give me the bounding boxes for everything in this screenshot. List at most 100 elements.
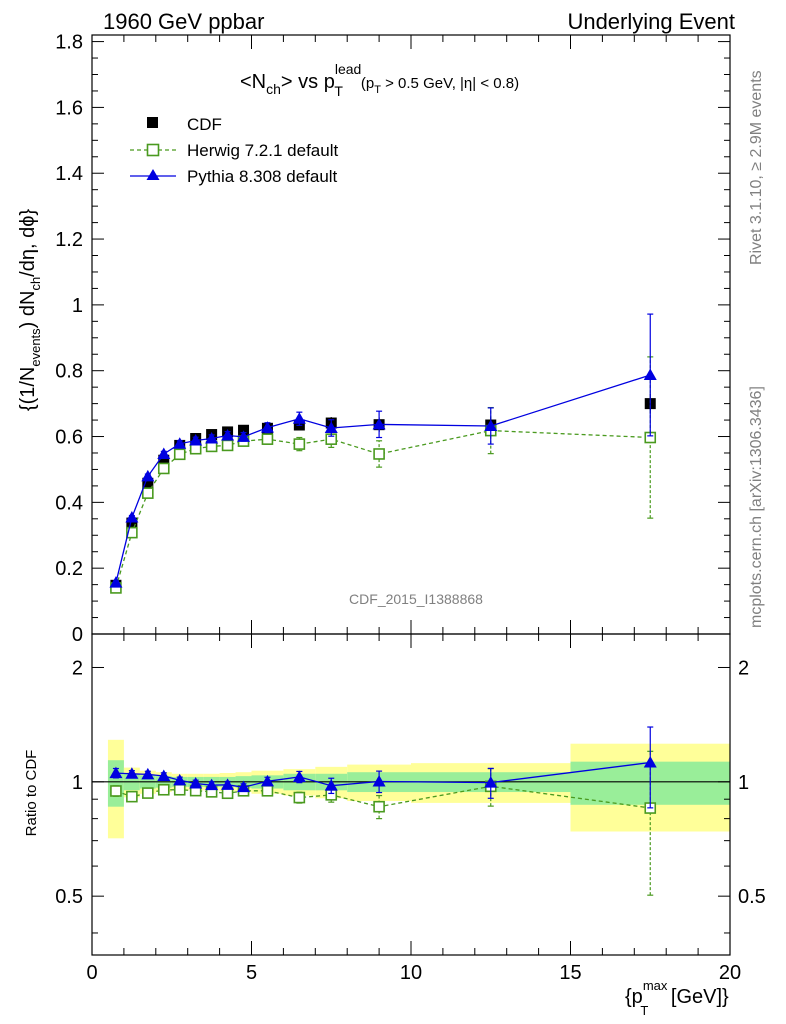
pythia-point [221,429,235,441]
legend-cdf-label: CDF [187,115,222,134]
legend: CDF Herwig 7.2.1 default Pythia 8.308 de… [130,115,338,186]
pythia-point [173,437,187,449]
pythia-ratio-point [484,776,498,788]
title-part-vs: > vs p [281,71,335,93]
header-left: 1960 GeV ppbar [103,9,264,34]
legend-herwig-label: Herwig 7.2.1 default [187,141,338,160]
cdf-point [238,424,250,436]
main-y-tick-label: 0.2 [55,558,83,580]
ratio-y-ticks: 0.5 0.5 1 1 2 2 [55,657,766,934]
title-cut-rest: > 0.5 GeV, |η| < 0.8) [381,75,519,92]
herwig-ratio-point [110,785,122,797]
mcplots-source-label: mcplots.cern.ch [arXiv:1306.3436] [748,386,765,628]
pythia-point [109,576,123,588]
herwig-ratio-point [173,783,186,796]
y-label-sub-ch: ch [28,277,43,291]
y-label-part-b: ) dN [17,291,39,329]
x-label-part-a: {p [625,986,643,1008]
plot-title: <Nch> vs plead T (pT > 0.5 GeV, |η| < 0.8) [240,61,519,99]
main-y-tick-label: 0.8 [55,361,83,383]
ratio-data-layer [92,726,730,896]
pythia-ratio-point [173,773,187,786]
x-tick-label: 5 [246,962,257,984]
y-axis-label: {(1/Nevents) dNch/dη, dϕ} [17,209,43,412]
ratio-y-tick-label-left: 1 [72,772,83,794]
pythia-ratio-point [109,766,123,779]
main-data-layer [109,313,657,594]
pythia-point [484,419,498,431]
pythia-ratio-point [221,778,235,790]
ratio-axis-label: Ratio to CDF [23,750,40,837]
ratio-y-tick-label-right: 2 [738,657,749,679]
title-cut-sub-t: T [374,84,381,96]
title-sub-ch: ch [266,81,281,97]
herwig-point [293,438,306,450]
x-tick-label: 10 [400,962,422,984]
pythia-ratio-point [125,767,139,779]
ratio-panel: 0.5 0.5 1 1 2 2 [55,633,766,956]
pythia-ratio-point [157,769,171,781]
x-tick-label: 15 [559,962,581,984]
main-y-tick-label: 1.6 [55,97,83,119]
pythia-point [189,433,203,446]
y-label-part-a: {(1/N [17,367,39,411]
legend-pythia-marker [146,169,160,180]
ratio-x-ticks [91,634,731,955]
pythia-ratio-point [189,776,203,789]
pythia-point [643,368,657,380]
y-label-part-c: /dη, dϕ} [17,209,39,277]
herwig-ratio-point [126,790,138,803]
title-part-n: <N [240,71,266,93]
pythia-ratio-point [643,756,657,768]
x-tick-label: 20 [719,962,741,984]
pythia-point [141,469,155,482]
pythia-ratio-point [237,780,251,793]
main-y-tick-label: 0 [72,624,83,646]
herwig-ratio-point [373,800,385,813]
herwig-point [373,448,385,460]
x-label-part-b: [GeV]} [665,986,729,1008]
pythia-ratio-point [292,770,306,782]
x-label-sup-max: max [643,978,668,993]
ratio-y-tick-label-right: 0.5 [738,886,766,908]
cdf-point [126,517,138,529]
cdf-point [142,477,154,489]
pythia-point [372,417,386,430]
ratio-y-tick-label-right: 1 [738,772,749,794]
x-axis-label: {pmax T [GeV]} [625,978,729,1018]
main-y-tick-label: 0.4 [55,492,83,514]
main-y-tick-label: 0.6 [55,427,83,449]
pythia-point [292,412,306,424]
ratio-y-tick-label-left: 2 [72,657,83,679]
herwig-point [126,526,138,539]
pythia-point [205,432,219,444]
pythia-line [115,374,651,583]
herwig-point [261,433,274,445]
main-x-ticks [91,35,731,634]
pythia-point [324,421,338,433]
legend-herwig-marker [146,143,160,157]
ratio-y-tick-label-left: 0.5 [55,886,83,908]
legend-cdf-marker [147,117,158,128]
herwig-ratio-point [293,791,306,804]
main-y-tick-label: 1.8 [55,32,83,54]
herwig-ratio-point [142,787,154,799]
y-label-sub-events: events [28,328,43,367]
herwig-point [221,439,234,452]
title-sup-lead: lead [335,61,361,77]
main-y-tick-label: 1.2 [55,229,83,251]
pythia-point [157,447,171,459]
title-cut-open: (p [361,75,374,92]
x-label-sub-t: T [640,1003,648,1018]
x-tick-label: 0 [86,962,97,984]
main-y-tick-label: 1.4 [55,163,83,185]
herwig-point [142,487,154,499]
herwig-ratio-point [261,785,274,797]
main-y-tick-label: 1 [72,295,83,317]
pythia-point [237,430,251,442]
pythia-point [125,510,139,523]
analysis-watermark: CDF_2015_I1388868 [349,591,483,607]
herwig-point [157,462,170,475]
x-tick-labels: 0 5 10 15 20 [86,962,741,984]
